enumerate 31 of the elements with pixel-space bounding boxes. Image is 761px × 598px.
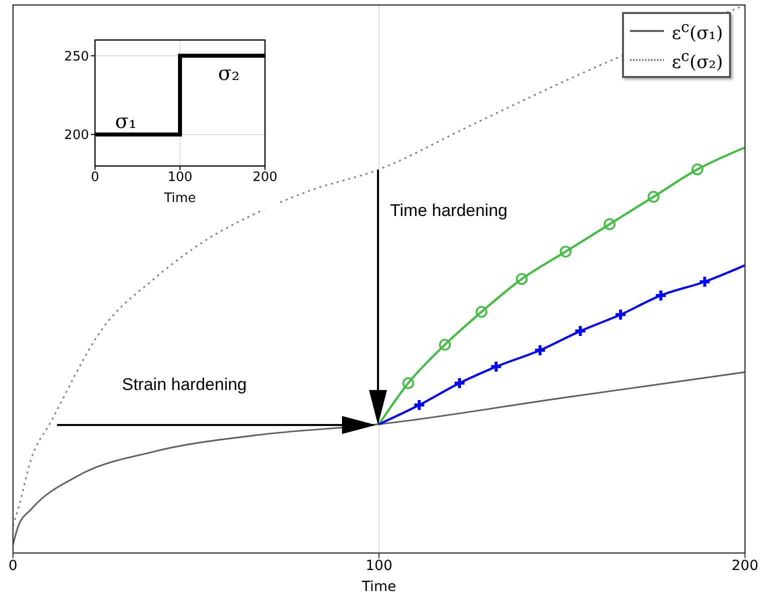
x-tick-label: 0: [8, 558, 18, 574]
x-axis-title: Time: [163, 191, 196, 206]
x-tick-label: 200: [732, 558, 758, 574]
annotation: Strain hardening: [122, 375, 247, 394]
point: [654, 288, 668, 302]
legend-label: ε$^{c}$(σ₁): [672, 17, 723, 45]
point: [648, 190, 660, 203]
point: [614, 308, 628, 322]
annotation: Time hardening: [390, 201, 508, 220]
x-tick-label: 0: [90, 170, 100, 186]
point: [490, 360, 503, 374]
annotation: σ₁: [115, 109, 137, 133]
x-tick-label: 100: [366, 558, 392, 574]
x-tick-label: 100: [168, 170, 192, 186]
point: [476, 306, 488, 318]
point: [516, 273, 528, 285]
point: [402, 377, 414, 390]
point: [453, 376, 466, 390]
point: [574, 324, 587, 338]
point: [438, 338, 451, 351]
legend-label: ε$^{c}$(σ₂): [672, 46, 723, 74]
point: [412, 398, 426, 412]
point: [534, 344, 547, 357]
point: [698, 275, 712, 288]
y-tick-label: 250: [64, 49, 89, 64]
x-tick-label: 200: [252, 170, 278, 186]
point: [604, 218, 616, 230]
point: [560, 246, 572, 258]
point: [692, 164, 704, 176]
annotation: σ₂: [218, 61, 240, 85]
x-axis-title: Time: [360, 579, 396, 595]
